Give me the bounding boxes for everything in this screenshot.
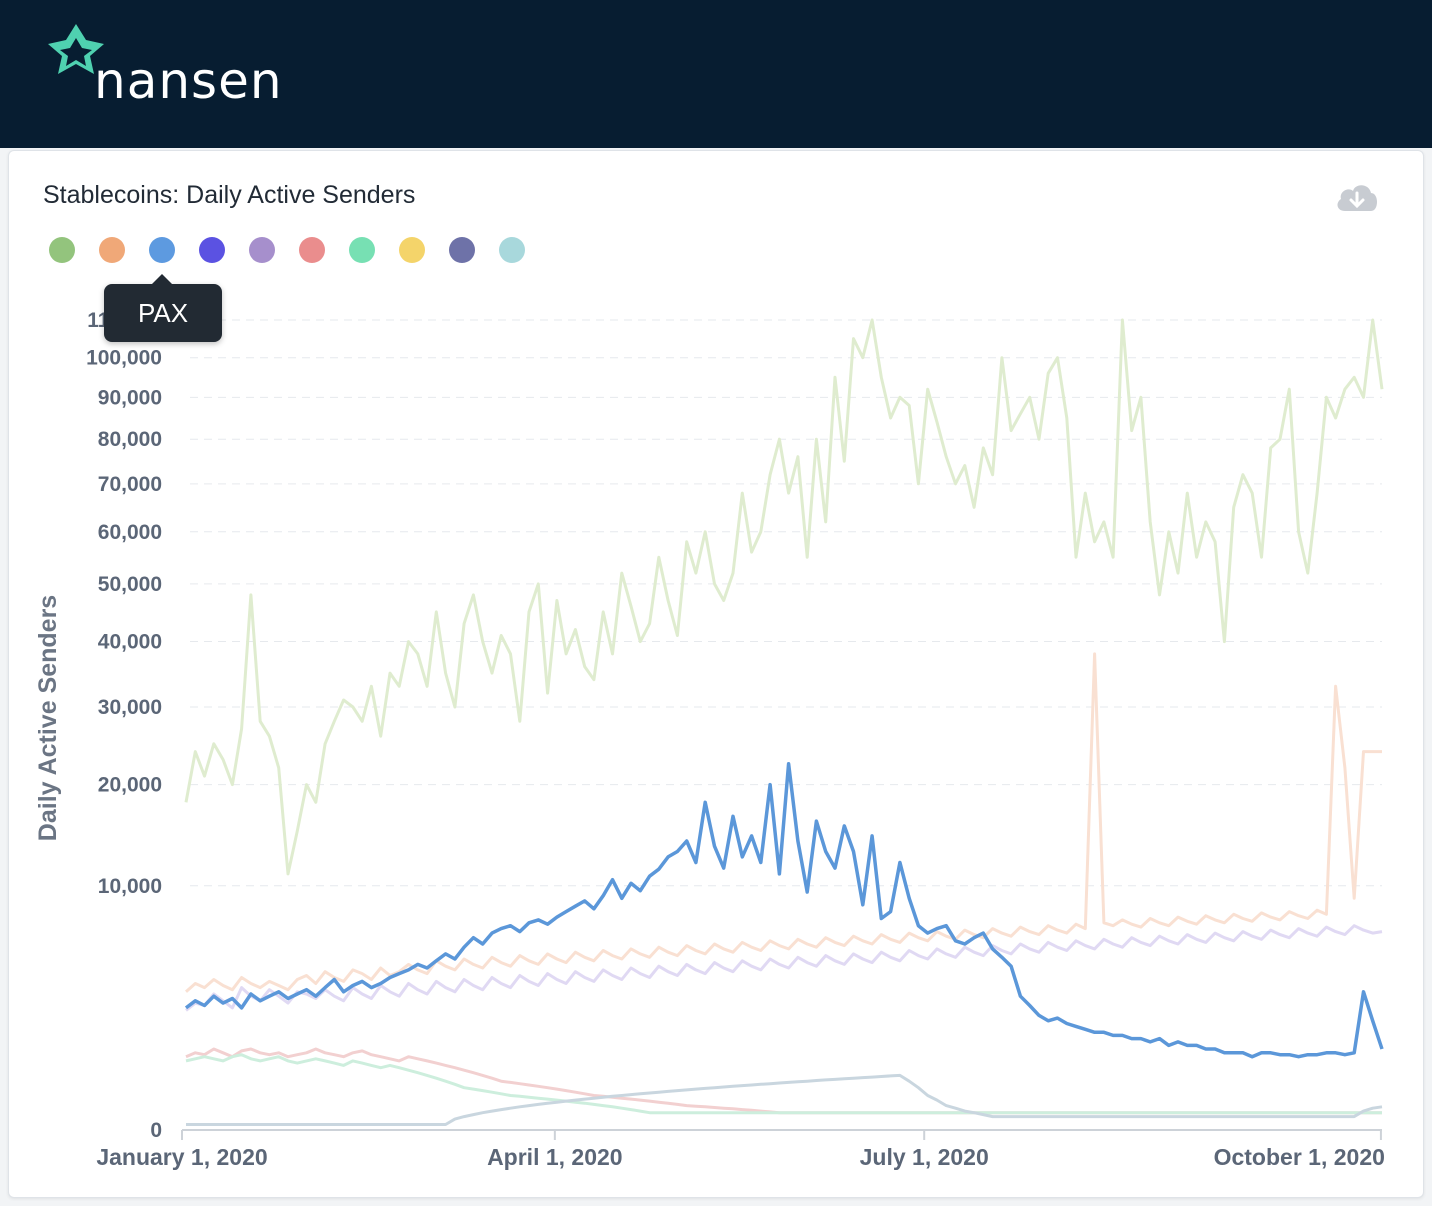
- y-tick-label: 40,000: [98, 631, 162, 654]
- y-axis-label: Daily Active Senders: [34, 595, 62, 841]
- nansen-logo[interactable]: nansen: [46, 22, 286, 112]
- tooltip-label: PAX: [137, 297, 189, 328]
- legend-dot-3[interactable]: [149, 237, 175, 263]
- series-line-series-5[interactable]: [185, 1047, 1382, 1115]
- legend-dot-5[interactable]: [249, 237, 275, 263]
- x-tick-label: July 1, 2020: [860, 1144, 989, 1170]
- y-tick-label: 30,000: [98, 696, 162, 719]
- legend-dot-10[interactable]: [499, 237, 525, 263]
- series-line-series-2[interactable]: [185, 652, 1382, 993]
- series-line-series-6[interactable]: [185, 1053, 1382, 1115]
- series-line-series-3[interactable]: [185, 924, 1383, 1012]
- x-tick-label: April 1, 2020: [487, 1144, 623, 1170]
- top-header: nansen: [0, 0, 1432, 148]
- nansen-star-icon: [48, 24, 104, 74]
- series-line-series-1[interactable]: [184, 318, 1384, 876]
- legend-dot-4[interactable]: [199, 237, 225, 263]
- y-tick-label: 70,000: [98, 473, 162, 496]
- brand-name: nansen: [94, 52, 283, 110]
- legend-dot-9[interactable]: [449, 237, 475, 263]
- y-tick-label: 0: [150, 1119, 162, 1142]
- series-line-pax[interactable]: [184, 761, 1384, 1059]
- y-tick-label: 60,000: [98, 521, 162, 544]
- legend-dot-2[interactable]: [99, 237, 125, 263]
- legend-dot-6[interactable]: [299, 237, 325, 263]
- legend-tooltip: PAX: [104, 274, 222, 342]
- y-tick-label: 20,000: [98, 774, 162, 797]
- y-tick-label: 90,000: [98, 386, 162, 409]
- legend-dot-7[interactable]: [349, 237, 375, 263]
- chart-title: Stablecoins: Daily Active Senders: [43, 181, 416, 209]
- legend-dot-1[interactable]: [49, 237, 75, 263]
- y-tick-label: 50,000: [98, 573, 162, 596]
- x-tick-label: October 1, 2020: [1214, 1144, 1385, 1170]
- series-line-series-7[interactable]: [186, 1073, 1383, 1126]
- x-tick-label: January 1, 2020: [96, 1144, 267, 1170]
- y-tick-label: 80,000: [98, 428, 162, 451]
- y-tick-label: 10,000: [98, 875, 162, 898]
- legend-dot-8[interactable]: [399, 237, 425, 263]
- y-tick-label: 100,000: [86, 347, 162, 370]
- chart-legend: [49, 237, 525, 263]
- download-cloud-icon[interactable]: [1333, 181, 1381, 215]
